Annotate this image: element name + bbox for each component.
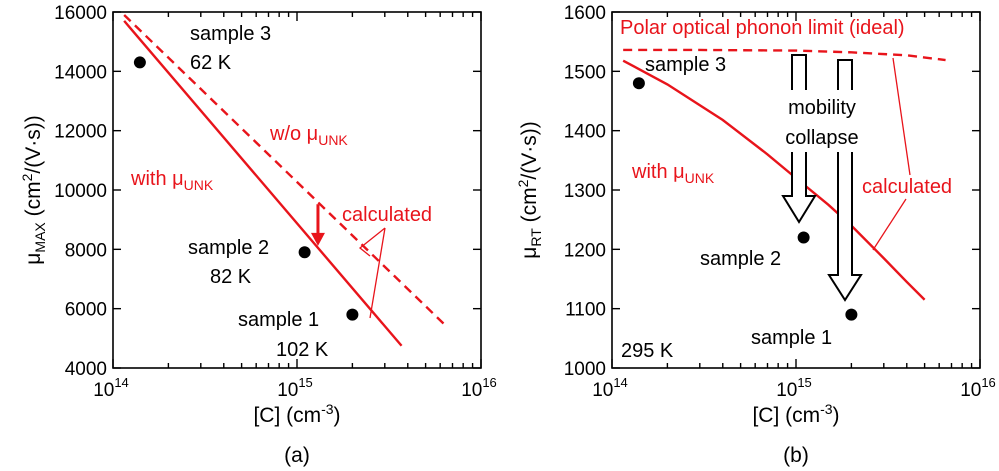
y-ticks-b: 1000 1100 1200 1300 1400 1500 1600 [564,3,980,380]
phonon-limit-label: Polar optical phonon limit (ideal) [620,17,905,39]
y-tick-label-a-5: 14000 [54,62,107,83]
x-ticks-a: 1014 1015 1016 [93,12,497,401]
y-tick-label-a-2: 8000 [65,240,107,261]
sample-3-label-a: sample 3 [190,23,271,45]
y-tick-label-b-5: 1500 [564,62,606,83]
line-with-unk-b [622,59,926,301]
calc-leader-solid-a [369,227,386,319]
without-unk-label-a: w/o μUNK [269,123,348,148]
mobility-label: mobility [788,97,856,119]
x-tick-label-b-2: 1016 [960,375,996,401]
y-tick-label-a-6: 16000 [54,3,107,24]
sample-1-label-b: sample 1 [751,327,832,349]
calc-leader-dashed-b [892,57,911,176]
collapse-label: collapse [785,127,858,149]
calc-leader-solid-b [872,198,907,251]
data-point-sample-3-a [133,56,146,69]
line-with-unk-a [123,20,403,347]
y-tick-label-a-4: 12000 [54,122,107,143]
panel-label-b: (b) [783,444,809,467]
with-unk-label-a: with μUNK [130,168,214,193]
sample-1-temp-a: 102 K [276,339,329,361]
x-tick-label-a-0: 1014 [93,375,129,401]
calc-leader-dashed-a [358,227,386,257]
y-tick-label-a-0: 4000 [65,359,107,380]
x-axis-label-b: [C] (cm-3) [752,401,839,427]
x-tick-label-b-1: 1015 [776,375,812,401]
data-point-sample-2-a [298,246,311,259]
y-tick-label-a-3: 10000 [54,181,107,202]
y-tick-label-b-2: 1200 [564,240,606,261]
sample-2-label-a: sample 2 [188,237,269,259]
x-tick-label-a-2: 1016 [461,375,497,401]
sample-2-label-b: sample 2 [700,248,781,270]
data-point-sample-3-b [632,77,645,90]
temperature-label-b: 295 K [621,340,674,362]
sample-3-temp-a: 62 K [190,52,232,74]
sample-2-temp-a: 82 K [210,266,252,288]
data-point-sample-2-b [797,231,810,244]
y-tick-label-b-4: 1400 [564,122,606,143]
y-tick-label-a-1: 6000 [65,300,107,321]
sample-1-label-a: sample 1 [238,309,319,331]
y-tick-label-b-3: 1300 [564,181,606,202]
calculated-label-b: calculated [862,176,952,198]
sample-3-label-b: sample 3 [645,54,726,76]
x-tick-label-a-1: 1015 [277,375,313,401]
y-tick-label-b-1: 1100 [565,300,606,321]
y-tick-label-b-6: 1600 [564,3,606,24]
calculated-label-a: calculated [342,204,432,226]
x-tick-label-b-0: 1014 [592,375,628,401]
x-axis-label-a: [C] (cm-3) [253,401,340,427]
with-unk-label-b: with μUNK [631,161,715,186]
y-axis-label-b: μRT (cm2/(V·s)) [515,121,544,258]
y-axis-label-a: μMAX (cm2/(V·s)) [19,115,48,264]
y-tick-label-b-0: 1000 [564,359,606,380]
reduction-arrow [310,204,325,246]
x-ticks-b: 1014 1015 1016 [592,12,996,401]
collapse-label-bg [770,90,872,152]
data-point-sample-1-a [346,308,359,321]
data-point-sample-1-b [845,308,858,321]
panel-label-a: (a) [284,444,310,467]
y-ticks-a: 4000 6000 8000 10000 12000 14000 16000 [54,3,481,380]
line-phonon-limit-b [623,48,946,62]
